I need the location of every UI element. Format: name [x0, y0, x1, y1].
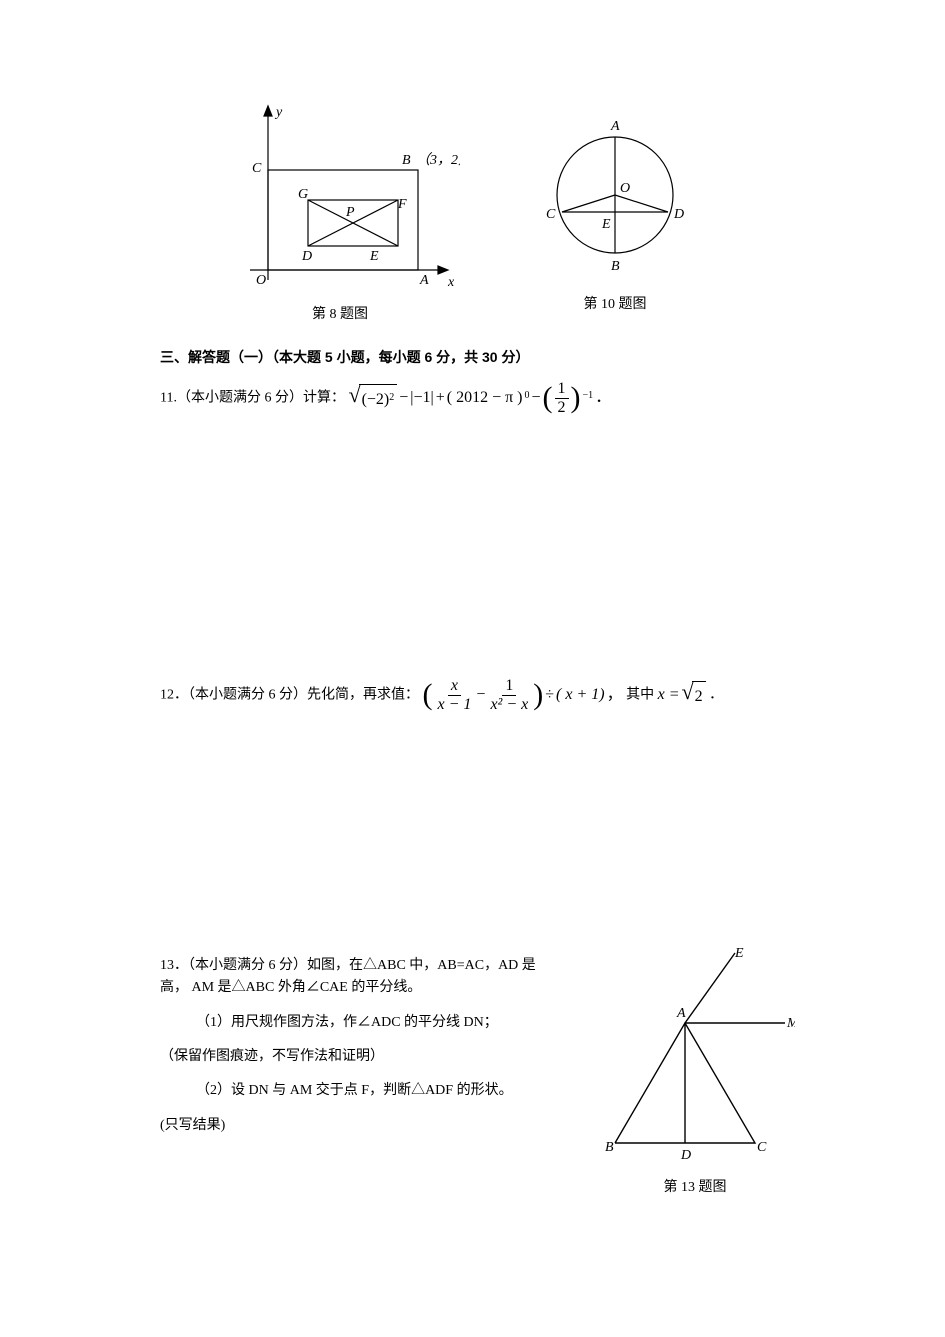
fig8-Bcoord: （3，2）: [416, 152, 460, 168]
fig13-M: M: [786, 1016, 795, 1031]
fig8-C: C: [252, 161, 262, 176]
q11-sqrt-exp: 2: [389, 390, 394, 406]
q13-sub1note: （保留作图痕迹，不写作法和证明）: [160, 1046, 565, 1068]
q12-sqrt2: 2: [692, 681, 706, 710]
fig13-D: D: [680, 1148, 691, 1163]
fig8-O: O: [256, 273, 266, 288]
q13-sub2note: (只写结果): [160, 1115, 565, 1137]
fig10-C: C: [546, 207, 556, 222]
fig8-svg: y x O A B （3，2） C G F D E P: [220, 100, 460, 300]
q12-expression: ( x x − 1 − 1 x² − x ) ÷ ( x + 1) ，: [423, 678, 623, 713]
q13-line2b: AM 是△ABC 外角∠CAE 的平分线。: [192, 980, 422, 995]
q11-fnum: 1: [555, 381, 569, 399]
q12-rhs: ( x + 1): [556, 682, 605, 708]
q13-text: 13．（本小题满分 6 分）如图，在△ABC 中，AB=AC，AD 是 高， A…: [160, 943, 565, 1147]
q11-dot: ．: [595, 385, 611, 411]
q12-dot: ．: [709, 688, 723, 703]
q13-sub1: （1）用尺规作图方法，作∠ADC 的平分线 DN；: [160, 1012, 565, 1034]
fig8-x-label: x: [447, 275, 455, 290]
figure-10: A B C D E O 第 10 题图: [520, 100, 710, 316]
fig13-C: C: [757, 1140, 767, 1155]
q11-plus: +: [436, 385, 445, 411]
q13-line1: 13．（本小题满分 6 分）如图，在△ABC 中，AB=AC，AD 是: [160, 958, 536, 973]
q12-prefix: 12．（本小题满分 6 分）先化简，再求值：: [160, 688, 419, 703]
fig8-A: A: [419, 273, 429, 288]
fig8-caption: 第 8 题图: [312, 304, 368, 326]
q11-outerexp: −1: [583, 388, 594, 404]
q12-where: 其中: [626, 688, 654, 703]
q11-p2exp: 0: [525, 388, 530, 404]
q11-abs: |−1|: [410, 385, 433, 411]
q13-line2a: 高，: [160, 980, 188, 995]
figure-row: y x O A B （3，2） C G F D E P 第 8 题图: [160, 100, 795, 326]
q11-minus1: −: [399, 385, 408, 411]
fig8-D: D: [301, 249, 312, 264]
workspace-12: [160, 723, 795, 943]
fig10-D: D: [673, 207, 684, 222]
fig10-B: B: [611, 259, 620, 274]
q11-sqrt-base: (−2): [362, 387, 390, 413]
fig10-O: O: [620, 181, 630, 196]
fig13-caption: 第 13 题图: [664, 1177, 727, 1199]
fig10-E: E: [601, 217, 611, 232]
workspace-11: [160, 426, 795, 666]
q12-comma: ，: [607, 682, 623, 708]
problem-12: 12．（本小题满分 6 分）先化简，再求值： ( x x − 1 − 1 x² …: [160, 678, 795, 713]
q12-minus: −: [476, 682, 485, 708]
fig10-svg: A B C D E O: [520, 100, 710, 290]
fig8-E: E: [369, 249, 379, 264]
problem-11: 11.（本小题满分 6 分）计算： √ (−2)2 − |−1| + ( 201…: [160, 381, 795, 416]
fig10-caption: 第 10 题图: [584, 294, 647, 316]
fig8-F: F: [397, 197, 407, 212]
q12-f1d: x − 1: [435, 696, 475, 713]
fig8-B: B: [402, 153, 411, 168]
q11-minus2: −: [532, 385, 541, 411]
problem-13: 13．（本小题满分 6 分）如图，在△ABC 中，AB=AC，AD 是 高， A…: [160, 943, 795, 1199]
q11-prefix: 11.（本小题满分 6 分）计算：: [160, 391, 345, 406]
fig10-A: A: [610, 119, 620, 134]
q12-f2n: 1: [502, 678, 516, 696]
page: y x O A B （3，2） C G F D E P 第 8 题图: [0, 0, 945, 1279]
fig8-P: P: [345, 205, 355, 220]
q12-xeq: x =: [658, 682, 680, 708]
figure-13: A B C D E M 第 13 题图: [595, 943, 795, 1199]
figure-8: y x O A B （3，2） C G F D E P 第 8 题图: [220, 100, 460, 326]
q13-sub2: （2）设 DN 与 AM 交于点 F，判断△ADF 的形状。: [160, 1080, 565, 1102]
fig13-B: B: [605, 1140, 614, 1155]
q11-expression: √ (−2)2 − |−1| + ( 2012 − π )0 − ( 1 2 )…: [348, 381, 611, 416]
q11-fden: 2: [555, 399, 569, 416]
section-3-heading: 三、解答题（一）（本大题 5 小题，每小题 6 分，共 30 分）: [160, 346, 795, 368]
fig13-E: E: [734, 946, 744, 961]
fig13-A: A: [676, 1006, 686, 1021]
fig8-y-label: y: [274, 105, 283, 120]
q12-f2d: x² − x: [487, 696, 531, 713]
q11-p2base: ( 2012 − π ): [447, 385, 523, 411]
fig13-svg: A B C D E M: [595, 943, 795, 1173]
q12-div: ÷: [545, 682, 554, 708]
q12-f1n: x: [448, 678, 461, 696]
fig8-G: G: [298, 187, 308, 202]
